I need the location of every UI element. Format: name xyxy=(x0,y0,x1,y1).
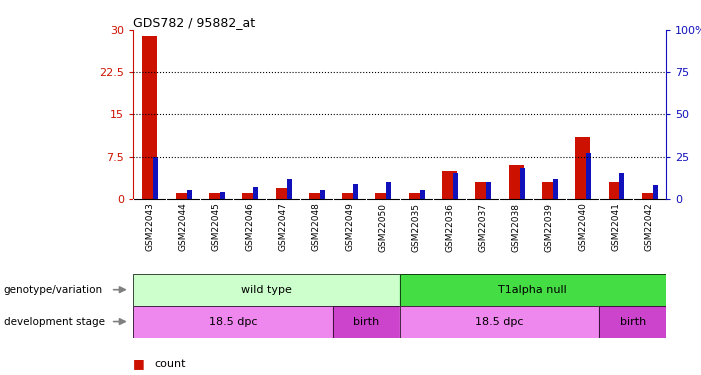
Text: genotype/variation: genotype/variation xyxy=(4,285,102,295)
Bar xyxy=(409,193,423,199)
Bar xyxy=(133,306,333,338)
Text: GSM22049: GSM22049 xyxy=(345,202,354,251)
Bar xyxy=(320,190,325,199)
Bar xyxy=(309,193,324,199)
Bar xyxy=(400,306,599,338)
Bar xyxy=(553,178,558,199)
Text: GSM22041: GSM22041 xyxy=(611,202,620,251)
Bar xyxy=(133,274,400,306)
Text: 18.5 dpc: 18.5 dpc xyxy=(475,316,524,327)
Text: T1alpha null: T1alpha null xyxy=(498,285,567,295)
Text: wild type: wild type xyxy=(241,285,292,295)
Text: GSM22046: GSM22046 xyxy=(245,202,254,251)
Bar xyxy=(376,193,390,199)
Bar xyxy=(342,193,357,199)
Text: GSM22043: GSM22043 xyxy=(145,202,154,251)
Bar xyxy=(133,274,400,306)
Text: GSM22048: GSM22048 xyxy=(312,202,321,251)
Bar xyxy=(275,188,290,199)
Bar xyxy=(420,190,425,199)
Bar xyxy=(154,157,158,199)
Bar xyxy=(287,178,292,199)
Bar xyxy=(353,184,358,199)
Text: GSM22044: GSM22044 xyxy=(179,202,188,251)
Text: GSM22045: GSM22045 xyxy=(212,202,221,251)
Bar xyxy=(442,171,457,199)
Bar xyxy=(386,182,391,199)
Bar xyxy=(142,36,157,199)
Bar xyxy=(333,306,400,338)
Bar xyxy=(519,168,524,199)
Text: GDS782 / 95882_at: GDS782 / 95882_at xyxy=(133,16,255,29)
Text: GSM22035: GSM22035 xyxy=(411,202,421,252)
Bar xyxy=(176,193,191,199)
Text: development stage: development stage xyxy=(4,316,104,327)
Text: 18.5 dpc: 18.5 dpc xyxy=(209,316,257,327)
Text: birth: birth xyxy=(353,316,379,327)
Bar xyxy=(133,306,333,338)
Text: ■: ■ xyxy=(133,357,145,370)
Bar xyxy=(400,306,599,338)
Bar xyxy=(220,192,225,199)
Bar xyxy=(608,182,623,199)
Text: birth: birth xyxy=(620,316,646,327)
Text: GSM22036: GSM22036 xyxy=(445,202,454,252)
Bar xyxy=(243,193,257,199)
Bar xyxy=(475,182,490,199)
Bar xyxy=(400,274,666,306)
Bar xyxy=(186,190,191,199)
Bar xyxy=(599,306,666,338)
Text: GSM22038: GSM22038 xyxy=(512,202,521,252)
Text: GSM22042: GSM22042 xyxy=(645,202,654,251)
Text: GSM22037: GSM22037 xyxy=(478,202,487,252)
Bar xyxy=(653,185,658,199)
Bar xyxy=(642,193,657,199)
Bar xyxy=(599,306,666,338)
Text: GSM22040: GSM22040 xyxy=(578,202,587,251)
Bar xyxy=(576,137,590,199)
Bar xyxy=(586,153,591,199)
Text: GSM22050: GSM22050 xyxy=(379,202,388,252)
Bar xyxy=(486,182,491,199)
Bar xyxy=(333,306,400,338)
Text: GSM22047: GSM22047 xyxy=(278,202,287,251)
Text: GSM22039: GSM22039 xyxy=(545,202,554,252)
Bar xyxy=(542,182,557,199)
Bar xyxy=(400,274,666,306)
Text: count: count xyxy=(154,359,186,369)
Bar xyxy=(620,173,625,199)
Bar xyxy=(209,193,224,199)
Bar xyxy=(253,187,258,199)
Bar xyxy=(453,173,458,199)
Bar xyxy=(509,165,524,199)
